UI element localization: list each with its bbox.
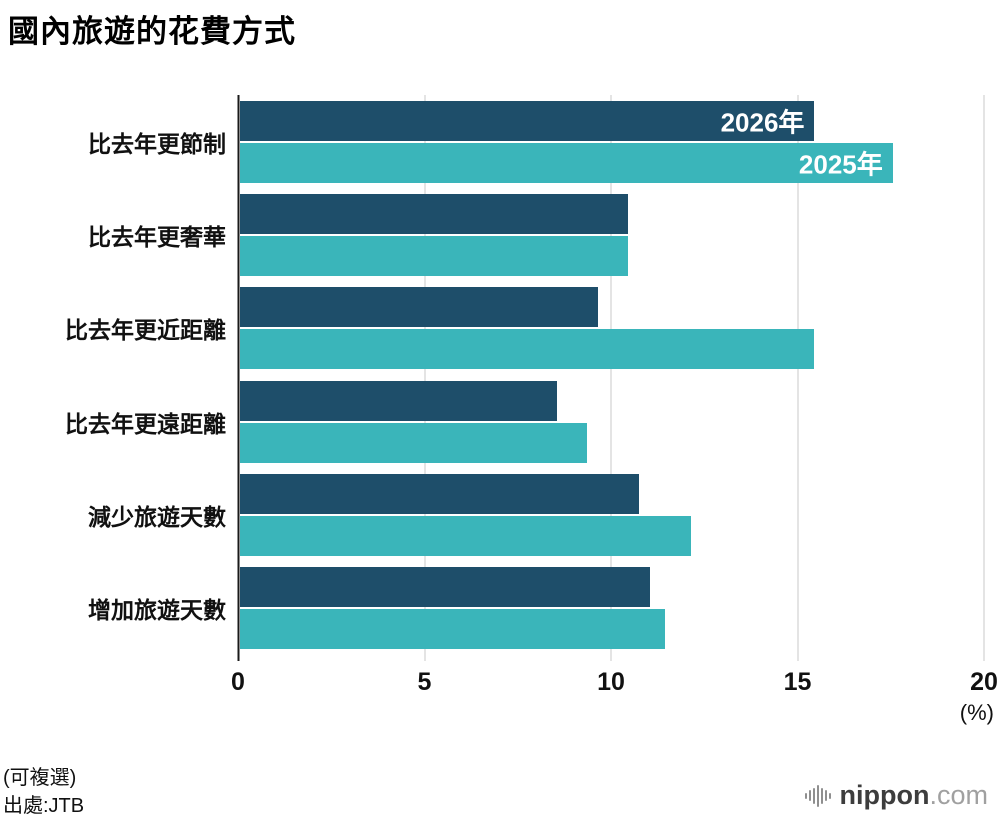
nippon-logo-text: nippon.com — [840, 780, 988, 811]
x-tick-label: 15 — [783, 668, 812, 696]
nippon-logo-name: nippon — [839, 780, 930, 810]
category-label: 比去年更遠距離 — [65, 410, 226, 437]
bar-2025 — [240, 422, 587, 463]
y-axis-line — [237, 95, 240, 661]
category-label: 比去年更節制 — [88, 130, 226, 157]
category-label: 比去年更近距離 — [65, 317, 226, 344]
bar-2025 — [240, 329, 815, 370]
bar-2026 — [240, 287, 599, 328]
gridline — [424, 95, 425, 661]
x-tick-label: 10 — [597, 668, 625, 696]
note-multiselect: (可複選) — [3, 767, 77, 789]
bar-2026: 2026年 — [240, 100, 815, 141]
nippon-logo-domain: .com — [929, 780, 988, 810]
unit-label: (%) — [959, 700, 994, 725]
gridline — [983, 95, 985, 661]
series-legend-label: 2025年 — [798, 149, 883, 180]
gridline — [797, 95, 798, 661]
bar-2026 — [240, 380, 558, 421]
x-tick-label: 20 — [970, 668, 998, 696]
bar-2026 — [240, 567, 651, 608]
series-legend-label: 2026年 — [720, 107, 805, 138]
bar-2025 — [240, 516, 692, 556]
nippon-logo-icon — [804, 784, 831, 807]
category-labels: 比去年更節制 比去年更奢華比去年更近距離 比去年更遠距離減少旅遊天數 增加旅遊天數 — [0, 95, 226, 655]
category-label: 增加旅遊天數 — [88, 597, 226, 624]
plot-area: 2026年 2025年 — [237, 95, 985, 661]
chart-title: 國內旅遊的花費方式 — [8, 14, 296, 49]
bar-2025: 2025年 — [240, 142, 893, 183]
gridline — [610, 95, 612, 661]
source-label: 出處:JTB — [3, 795, 85, 817]
x-tick-label: 5 — [417, 668, 432, 696]
x-axis-tick-labels: 0 5 10 15 20 — [231, 668, 998, 700]
x-tick-label: 0 — [231, 668, 245, 696]
nippon-logo: nippon.com — [804, 780, 988, 811]
bar-2025 — [240, 609, 666, 650]
bar-2026 — [240, 474, 640, 514]
bar-2026 — [240, 194, 628, 234]
category-label: 減少旅遊天數 — [88, 503, 226, 530]
category-label: 比去年更奢華 — [88, 223, 226, 250]
bar-2025 — [240, 236, 628, 276]
